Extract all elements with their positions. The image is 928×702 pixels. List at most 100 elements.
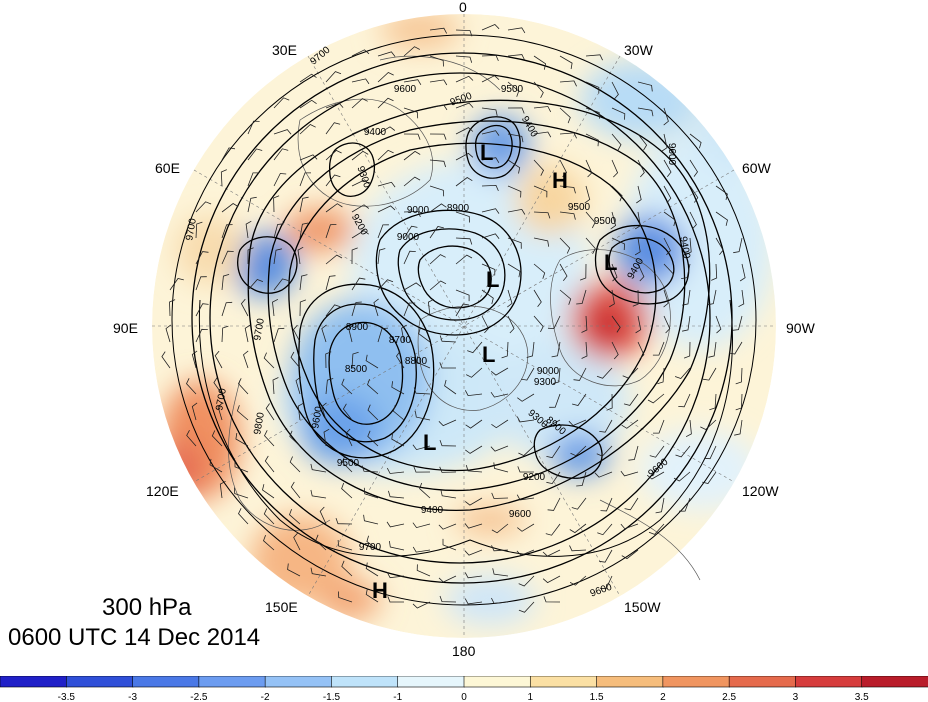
wind-barb: [621, 549, 639, 560]
wind-barb: [715, 185, 728, 200]
wind-barb: [345, 428, 353, 447]
wind-barb: [581, 341, 588, 359]
wind-barb: [377, 279, 394, 291]
longitude-label: 60E: [155, 160, 180, 176]
wind-barb: [481, 157, 500, 164]
wind-barb: [492, 568, 509, 577]
colorbar-swatch: [463, 676, 532, 688]
wind-barb: [272, 298, 279, 317]
wind-barb: [247, 279, 264, 291]
wind-barbs: [161, 24, 746, 613]
wind-barb: [533, 263, 546, 279]
wind-barb: [546, 445, 561, 459]
wind-barb: [290, 351, 301, 369]
wind-barb: [715, 237, 724, 256]
wind-barb: [657, 367, 665, 385]
pressure-level-label: 300 hPa: [102, 594, 192, 621]
wind-barb: [663, 237, 671, 256]
wind-barb: [299, 299, 307, 317]
wind-barb: [293, 532, 301, 551]
wind-barb: [689, 185, 699, 203]
longitude-label: 90E: [113, 320, 138, 336]
wind-barb: [351, 98, 368, 109]
pressure-center-label: L: [604, 250, 617, 275]
wind-barb: [507, 315, 515, 334]
wind-barb: [533, 55, 547, 70]
wind-barb: [507, 81, 520, 97]
wind-barb: [442, 538, 457, 551]
wind-barb: [427, 298, 434, 317]
longitude-label: 0: [459, 0, 467, 15]
wind-barb: [429, 159, 446, 168]
pressure-centers: L H L L L L H: [372, 140, 617, 603]
wind-barb: [325, 174, 341, 187]
wind-barb: [585, 237, 596, 254]
colorbar-swatch: [795, 676, 863, 688]
wind-barb: [262, 484, 275, 499]
wind-barb: [491, 597, 509, 604]
wind-barb: [533, 159, 544, 176]
wind-barb: [491, 545, 509, 552]
wind-barb: [325, 71, 342, 83]
pressure-center-label: H: [372, 578, 388, 603]
colorbar-tick-label: -3: [128, 692, 137, 702]
wind-barb: [273, 148, 289, 161]
wind-barb: [412, 522, 431, 529]
colorbar-swatch: [198, 676, 266, 688]
contour-value-label: 9700: [252, 317, 267, 341]
wind-barb: [429, 254, 446, 265]
wind-barb: [234, 460, 249, 473]
colorbar-tick-label: -1.5: [323, 692, 341, 702]
wind-barb: [491, 419, 509, 429]
wind-barb: [708, 341, 717, 358]
wind-barb: [299, 99, 317, 109]
wind-barb: [507, 289, 513, 308]
wind-barb: [439, 362, 456, 369]
wind-barb: [299, 154, 318, 161]
wind-barb: [585, 81, 600, 94]
wind-barb: [700, 419, 717, 430]
wind-barb: [273, 278, 289, 291]
wind-barb: [438, 419, 457, 427]
coastlines: [228, 55, 701, 581]
longitude-label: 60W: [742, 160, 772, 176]
wind-barb: [465, 445, 483, 454]
wind-barb: [621, 419, 639, 429]
wind-barb: [673, 471, 691, 482]
wind-barb: [413, 466, 431, 473]
wind-barb: [236, 405, 249, 421]
wind-barb: [569, 523, 587, 534]
wind-barb: [579, 263, 587, 281]
wind-barb: [377, 181, 396, 188]
wind-barb: [585, 54, 603, 61]
wind-barb: [533, 81, 544, 98]
wind-barb: [481, 184, 499, 192]
longitude-label: 120W: [742, 483, 779, 499]
wind-barb: [438, 575, 457, 583]
pressure-center-label: H: [552, 168, 568, 193]
contour-value-label: 8900: [447, 203, 470, 214]
contour-value-label: 9600: [509, 509, 532, 520]
wind-barb: [533, 315, 544, 333]
wind-barb: [455, 127, 474, 135]
wind-barb: [702, 367, 717, 381]
wind-barb: [584, 185, 591, 204]
wind-barb: [493, 462, 509, 473]
wind-barb: [585, 159, 593, 178]
wind-barb: [481, 233, 500, 239]
wind-barb: [325, 122, 341, 135]
wind-barb: [624, 497, 639, 511]
wind-barb: [507, 107, 525, 114]
wind-barb: [272, 377, 279, 395]
wind-barb: [401, 324, 407, 343]
wind-barb: [576, 471, 587, 487]
contour-value-label: 9000: [407, 205, 430, 216]
wind-barb: [243, 350, 249, 369]
wind-barb: [689, 159, 698, 177]
wind-barb: [273, 97, 290, 109]
wind-barb: [403, 133, 421, 140]
wind-barb: [455, 211, 470, 223]
wind-barb: [293, 324, 301, 343]
wind-barb: [517, 523, 535, 532]
wind-barb: [235, 433, 249, 447]
